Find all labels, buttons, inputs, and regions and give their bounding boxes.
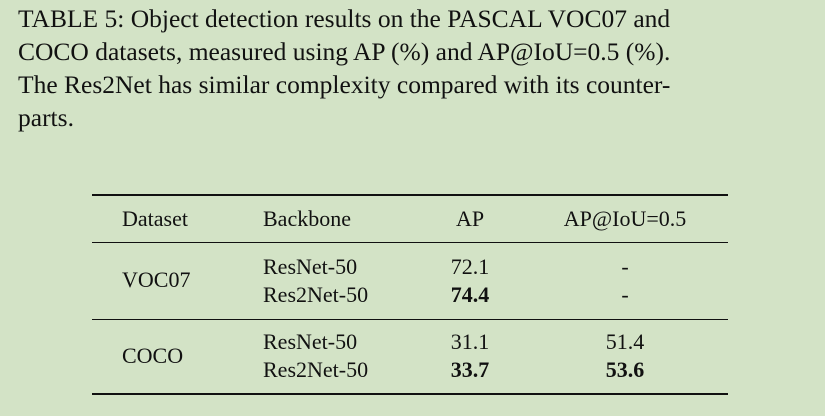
- ap50-cell: -: [621, 282, 629, 307]
- dataset-voc07: VOC07: [122, 267, 191, 292]
- caption-line-4: parts.: [18, 103, 74, 132]
- ap50-cell: -: [621, 254, 629, 279]
- caption-line-1: TABLE 5: Object detection results on the…: [18, 4, 671, 33]
- caption-line-2: COCO datasets, measured using AP (%) and…: [18, 37, 671, 66]
- header-ap50: AP@IoU=0.5: [563, 206, 687, 231]
- ap50-cell: 51.4: [605, 329, 645, 354]
- caption-line-3: The Res2Net has similar complexity compa…: [18, 70, 671, 99]
- ap-cell-best: 33.7: [450, 357, 490, 382]
- backbone-cell: Res2Net-50: [263, 357, 369, 382]
- table-group-rule: [92, 319, 728, 320]
- ap-cell: 31.1: [450, 329, 490, 354]
- table-top-rule: [92, 194, 728, 196]
- backbone-cell: ResNet-50: [263, 254, 358, 279]
- table-bottom-rule: [92, 393, 728, 395]
- table-caption: TABLE 5: Object detection results on the…: [18, 2, 818, 134]
- backbone-cell: Res2Net-50: [263, 282, 369, 307]
- header-dataset: Dataset: [122, 206, 188, 231]
- header-backbone: Backbone: [263, 206, 351, 231]
- backbone-cell: ResNet-50: [263, 329, 358, 354]
- ap-cell-best: 74.4: [450, 282, 490, 307]
- ap50-cell-best: 53.6: [605, 357, 645, 382]
- ap-cell: 72.1: [450, 254, 490, 279]
- dataset-coco: COCO: [122, 343, 184, 368]
- table-header-rule: [92, 242, 728, 243]
- header-ap: AP: [455, 206, 485, 231]
